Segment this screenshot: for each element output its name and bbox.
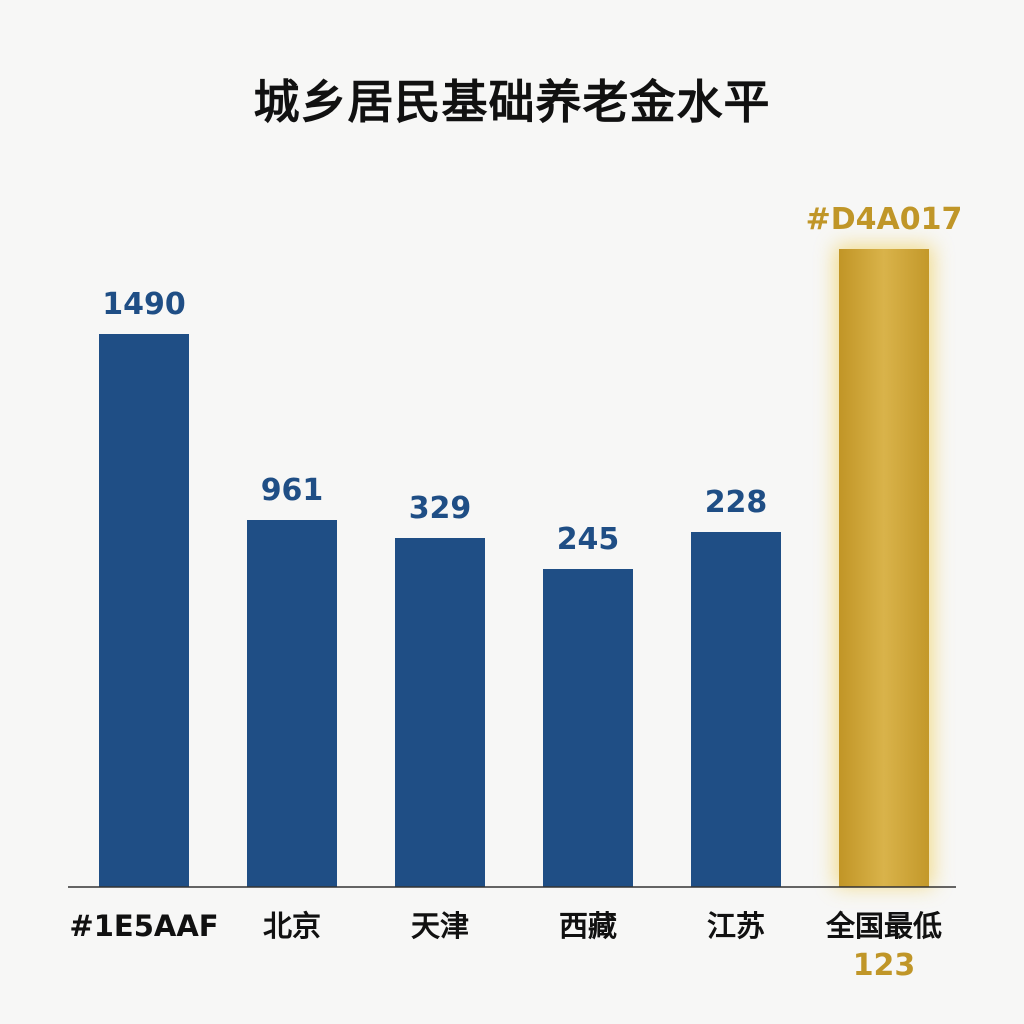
- x-tick-label: 北京: [263, 909, 321, 943]
- data-label: #D4A017: [806, 202, 963, 237]
- x-tick-label: 江苏: [707, 909, 765, 943]
- data-label: 329: [409, 491, 472, 526]
- x-tick-label: 全国最低: [825, 909, 942, 943]
- x-tick-label: 西藏: [559, 909, 617, 943]
- data-label: 228: [705, 485, 768, 520]
- bar-highlight: [839, 249, 929, 887]
- x-tick-sublabel: 123: [853, 948, 916, 983]
- bar: [395, 538, 485, 887]
- bar: [691, 532, 781, 887]
- x-tick-label: 天津: [411, 909, 469, 943]
- bars-layer: [99, 245, 933, 887]
- chart-title: 城乡居民基础养老金水平: [253, 75, 771, 129]
- bar: [99, 334, 189, 887]
- bar: [543, 569, 633, 887]
- data-label: 1490: [102, 287, 186, 322]
- data-label: 245: [557, 522, 620, 557]
- data-label: 961: [261, 473, 324, 508]
- labels-layer: 1490 #1E5AAF 961 北京 329 天津 245 西藏 228 江苏 #D4A017 全国…: [69, 202, 962, 983]
- x-tick-label: #1E5AAF: [69, 909, 218, 943]
- bar: [247, 520, 337, 887]
